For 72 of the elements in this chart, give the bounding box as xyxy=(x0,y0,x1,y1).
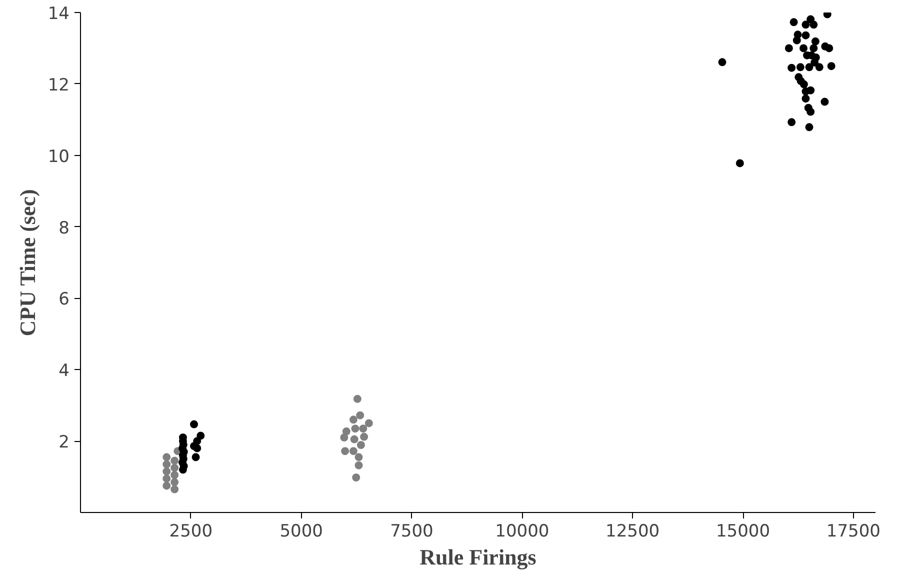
point xyxy=(342,427,350,436)
point xyxy=(352,474,360,482)
y-tick-label: 2 xyxy=(58,432,70,453)
point xyxy=(170,471,179,479)
point xyxy=(802,94,810,103)
point xyxy=(790,18,798,26)
point xyxy=(349,416,358,424)
point xyxy=(162,482,171,490)
point xyxy=(784,44,793,52)
y-tick-label: 8 xyxy=(58,218,70,238)
point xyxy=(805,63,814,72)
point xyxy=(806,86,815,94)
point xyxy=(364,419,373,428)
y-tick-label: 12 xyxy=(48,75,70,96)
point xyxy=(359,424,368,433)
point xyxy=(162,474,171,483)
point xyxy=(356,411,364,420)
x-tick-label: 2500 xyxy=(169,522,213,542)
point xyxy=(356,441,365,449)
point xyxy=(193,444,202,452)
point xyxy=(802,20,810,29)
point xyxy=(190,420,198,428)
point xyxy=(354,461,363,470)
y-tick-label: 14 xyxy=(48,4,70,24)
point xyxy=(718,58,726,66)
x-tick-label: 10000 xyxy=(495,522,550,542)
x-tick-label: 7500 xyxy=(390,522,434,542)
y-tick-label: 6 xyxy=(58,290,70,310)
point xyxy=(788,64,796,72)
point xyxy=(820,98,829,106)
point xyxy=(351,424,360,433)
point xyxy=(810,44,818,52)
point xyxy=(736,159,744,168)
point xyxy=(162,460,171,468)
point xyxy=(162,467,171,476)
y-tick-label: 4 xyxy=(58,361,70,382)
point xyxy=(788,118,796,126)
x-tick-label: 15000 xyxy=(716,522,770,542)
point xyxy=(162,453,171,462)
point xyxy=(806,108,815,116)
point xyxy=(170,464,179,472)
point xyxy=(170,456,179,465)
x-axis-title: Rule Firings xyxy=(420,544,537,570)
point xyxy=(796,63,804,72)
point xyxy=(792,36,801,44)
point xyxy=(815,63,824,72)
point xyxy=(353,394,362,403)
point xyxy=(196,432,205,440)
point xyxy=(823,12,832,18)
point xyxy=(802,31,810,40)
point xyxy=(350,435,358,444)
x-tick-label: 5000 xyxy=(280,522,323,542)
point xyxy=(192,453,200,462)
point xyxy=(810,20,818,29)
point xyxy=(805,123,814,132)
point xyxy=(360,432,368,441)
point xyxy=(341,447,350,456)
point xyxy=(827,62,836,70)
x-tick-label: 12500 xyxy=(606,522,660,542)
point xyxy=(170,485,179,494)
point xyxy=(810,58,819,66)
y-axis-title: CPU Time (sec) xyxy=(14,189,40,336)
point xyxy=(800,80,808,88)
point xyxy=(340,434,348,442)
point xyxy=(170,478,179,486)
point xyxy=(800,44,808,52)
y-tick-label: 10 xyxy=(48,146,70,167)
point xyxy=(811,37,820,46)
point xyxy=(349,447,358,456)
point xyxy=(354,453,363,462)
x-tick-label: 17500 xyxy=(826,522,880,542)
point xyxy=(825,44,834,52)
